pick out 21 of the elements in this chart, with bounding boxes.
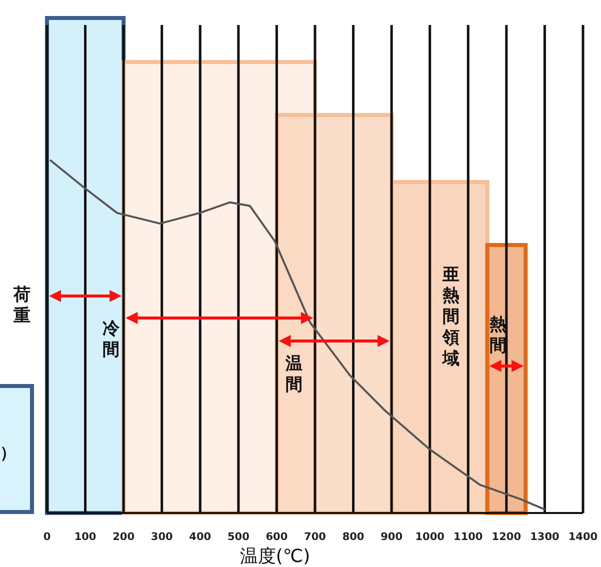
x-tick-label: 200 [112,531,135,543]
x-axis-title: 温度(℃) [240,546,310,567]
x-tick-label: 600 [266,531,288,543]
band-label: 亜熱間領域 [442,265,460,369]
x-tick-label: 1000 [415,531,444,543]
y-axis-title: 荷重 [12,285,30,326]
x-tick-label: 100 [74,531,96,543]
x-tick-label: 500 [227,531,250,543]
x-tick-label: 700 [304,531,326,543]
text: ） [0,443,16,462]
band-label: 冷間 [102,319,120,360]
x-tick-label: 1300 [530,531,560,543]
x-tick-label: 0 [43,531,51,543]
x-tick-label: 900 [380,531,403,543]
x-tick-label: 300 [150,531,173,543]
x-tick-label: 800 [342,531,364,543]
band-label: 温間 [284,354,302,395]
x-tick-label: 1400 [568,531,598,543]
x-tick-label: 1100 [454,531,483,543]
x-tick-label: 1200 [492,531,522,543]
x-tick-label: 400 [189,531,212,543]
